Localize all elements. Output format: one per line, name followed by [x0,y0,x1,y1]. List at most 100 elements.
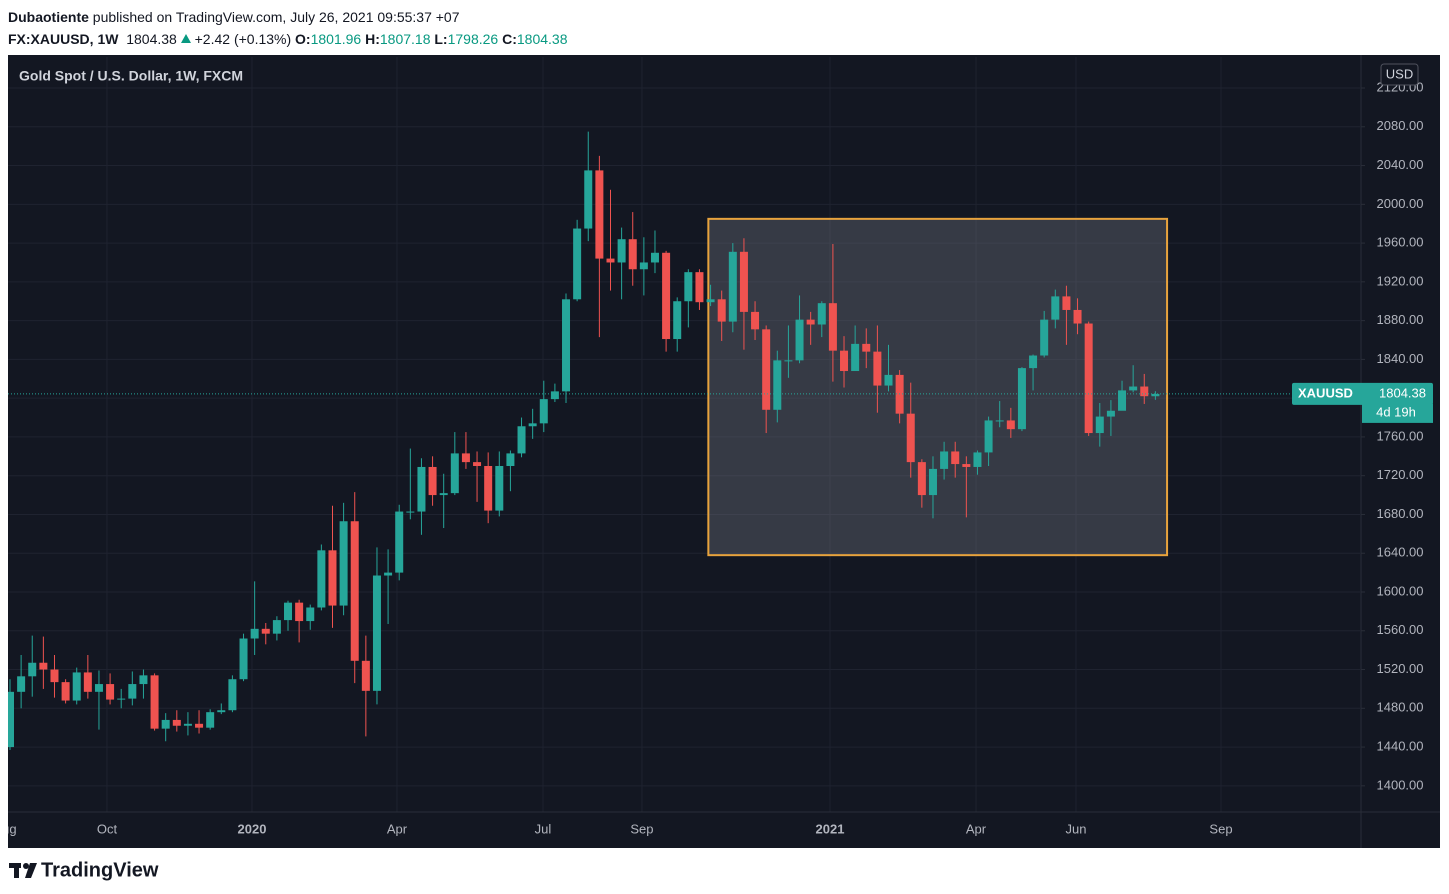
candle-body [862,343,871,352]
candle-body [217,710,226,713]
brand: TradingView [41,859,159,881]
candle-body [161,719,170,729]
y-tick-label: 1400.00 [1377,777,1424,792]
candle-body [851,343,860,372]
candle-body [1029,355,1038,369]
y-tick-label: 2040.00 [1377,157,1424,172]
candle-body [539,399,548,424]
currency: USD [1386,66,1413,81]
price-tag [1292,382,1433,405]
logo-mark [25,863,37,878]
x-tick-label: 2021 [816,821,845,836]
logo-mark [23,863,29,869]
x-tick-label: Sep [630,821,653,836]
ohlc-value: 1801.96 [310,31,362,47]
candle-body [528,423,537,427]
candle-body [795,319,804,361]
candle-body [28,662,37,677]
x-tick-label: Sep [1209,821,1232,836]
candle-body [1118,390,1127,411]
currency-box [1380,63,1419,86]
publish-line: Dubaotiente published on TradingView.com… [8,6,567,28]
candle-body [739,251,748,312]
candle-body [150,675,159,729]
candle-body [239,638,248,680]
candle-body [139,675,148,685]
candle-body [995,420,1004,422]
candle-body [573,228,582,300]
candle-body [873,351,882,386]
candle-body [951,451,960,465]
candle-body [1095,416,1104,434]
price-tag-value: 1804.38 [1379,385,1426,400]
candle-body [550,391,559,400]
x-tick-label: Apr [966,821,987,836]
candle-body [417,466,426,512]
candle-body [1106,410,1115,417]
y-tick-label: 1600.00 [1377,583,1424,598]
candle-body [1051,296,1060,320]
candle-body [1006,420,1015,430]
candle-body [61,682,70,701]
header: Dubaotiente published on TradingView.com… [8,6,567,50]
candle-body [50,669,59,683]
candle-body [1084,323,1093,434]
candle-body [595,170,604,259]
candle-body [562,299,571,392]
y-tick-label: 1520.00 [1377,661,1424,676]
y-tick-label: 1640.00 [1377,545,1424,560]
candle-body [584,170,593,229]
candle-body [17,676,26,692]
candle-body [261,628,270,634]
candle-body [517,426,526,454]
change: +2.42 (+0.13%) [194,31,292,47]
ohlc-value: 1807.18 [379,31,431,47]
y-tick-label: 1760.00 [1377,428,1424,443]
y-tick-label: 2000.00 [1377,196,1424,211]
candle-body [684,272,693,302]
candle-body [984,420,993,453]
symbol: FX:XAUUSD, 1W [8,31,119,47]
candle-body [662,252,671,340]
candle-body [639,262,648,270]
ohlc-label: O: [295,31,311,47]
candle-body [83,672,92,692]
y-tick-label: 1440.00 [1377,739,1424,754]
candle-body [1040,319,1049,356]
candle-body [72,672,81,701]
candle-body [695,272,704,303]
candle-body [1062,296,1071,310]
candle-body [1151,393,1160,397]
candle-body [762,329,771,410]
y-tick-label: 2080.00 [1377,118,1424,133]
candle-body [940,451,949,469]
candle-body [317,550,326,608]
candle-body [328,550,337,606]
candle-body [717,299,726,322]
candle-body [1129,386,1138,391]
candle-body [272,620,281,634]
candle-body [773,360,782,410]
candle-body [884,374,893,386]
candle-body [228,679,237,711]
ohlc-label: H: [365,31,380,47]
candle-body [973,452,982,467]
candle-body [650,252,659,263]
candle-body [840,350,849,372]
y-tick-label: 1920.00 [1377,273,1424,288]
logo: TradingView [9,859,159,881]
candle-body [473,462,482,466]
candle-body [439,493,448,496]
x-tick-label: 2020 [238,821,267,836]
candle-body [461,453,470,463]
candle-body [339,521,348,606]
author: Dubaotiente [8,9,89,25]
ohlc-label: L: [434,31,448,47]
candle-body [917,462,926,496]
candle-body [706,299,715,303]
chart-title: Gold Spot / U.S. Dollar, 1W, FXCM [19,68,243,84]
candle-body [295,602,304,622]
candle-body [928,468,937,496]
price-tag-symbol: XAUUSD [1298,385,1353,400]
